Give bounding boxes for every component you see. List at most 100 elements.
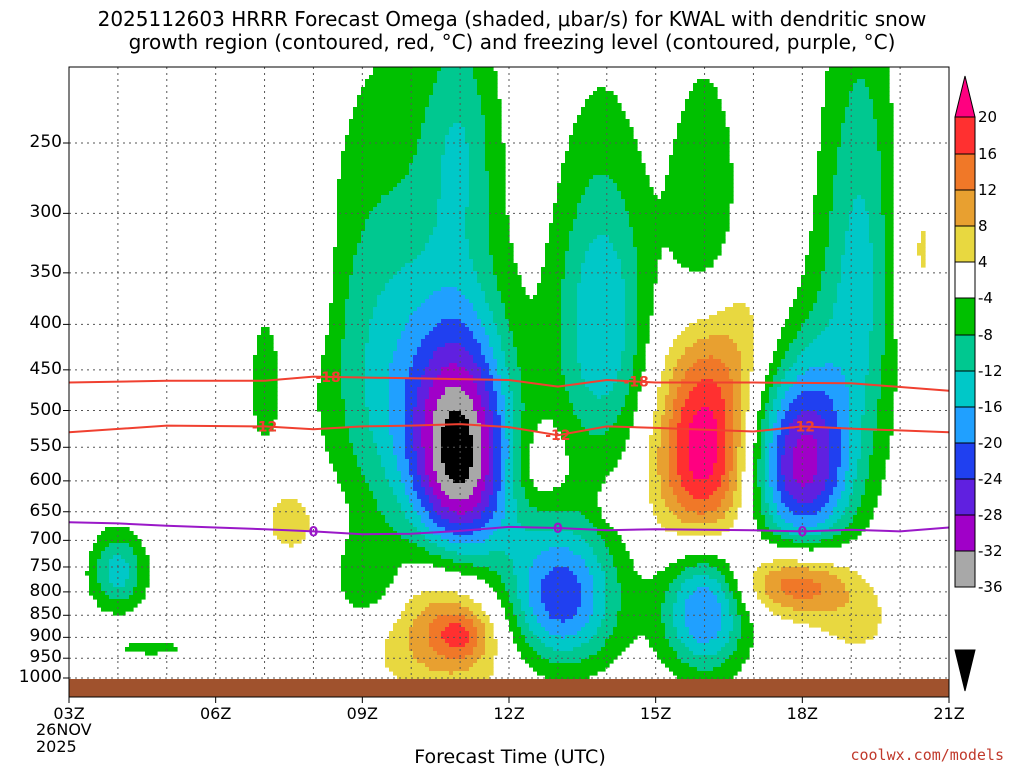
omega-cell [781, 331, 798, 336]
omega-cell [877, 147, 894, 152]
omega-cell [433, 451, 442, 456]
omega-cell [433, 227, 466, 232]
omega-cell [781, 615, 882, 620]
omega-cell [809, 367, 842, 372]
omega-cell [581, 279, 626, 284]
omega-cell [753, 571, 770, 576]
omega-cell [101, 551, 134, 556]
omega-cell [505, 311, 562, 316]
omega-cell [489, 443, 494, 448]
omega-cell [513, 335, 562, 340]
omega-cell [729, 335, 754, 340]
omega-cell [433, 355, 474, 360]
omega-cell [433, 619, 474, 624]
omega-cell [509, 439, 514, 444]
omega-cell [505, 551, 542, 556]
omega-cell [473, 451, 482, 456]
omega-cell [657, 655, 678, 660]
omega-cell [353, 267, 402, 272]
omega-cell [833, 191, 882, 196]
omega-cell [89, 587, 102, 592]
omega-cell [541, 279, 562, 284]
omega-cell [377, 447, 394, 452]
omega-cell [89, 579, 98, 584]
omega-cell [765, 587, 782, 592]
omega-cell [441, 631, 470, 636]
omega-cell [741, 411, 746, 416]
omega-cell [657, 387, 670, 392]
omega-cell [785, 451, 794, 456]
omega-cell [437, 203, 470, 208]
omega-cell [849, 411, 866, 416]
omega-cell [529, 571, 550, 576]
omega-cell [437, 71, 474, 76]
omega-cell [389, 415, 406, 420]
omega-cell [437, 211, 466, 216]
omega-cell [693, 343, 738, 348]
omega-cell [529, 567, 554, 572]
omega-cell [729, 507, 738, 512]
omega-cell [545, 675, 590, 680]
omega-cell [829, 467, 838, 472]
colorbar-label: -8 [978, 326, 993, 344]
omega-cell [689, 391, 722, 396]
omega-cell [869, 371, 882, 376]
omega-cell [393, 627, 410, 632]
omega-cell [253, 383, 278, 388]
omega-cell [721, 607, 730, 612]
omega-cell [881, 151, 894, 156]
dgz-minus18-label: -18 [315, 370, 340, 386]
omega-cell [401, 331, 430, 336]
omega-cell [125, 579, 138, 584]
omega-cell [725, 427, 734, 432]
omega-cell [417, 659, 478, 664]
omega-cell [885, 295, 894, 300]
y-tick-label: 600 [29, 469, 62, 490]
omega-cell [877, 399, 894, 404]
omega-cell [777, 395, 786, 400]
omega-cell [753, 443, 762, 448]
omega-cell [493, 259, 514, 264]
omega-cell [465, 323, 482, 328]
omega-cell [761, 435, 766, 440]
omega-cell [777, 439, 786, 444]
omega-cell [425, 407, 438, 412]
omega-cell [637, 335, 650, 340]
omega-cell [577, 415, 618, 420]
omega-cell [673, 579, 686, 584]
omega-cell [689, 467, 714, 472]
omega-cell [489, 247, 514, 252]
omega-cell [761, 487, 766, 492]
omega-cell [501, 383, 510, 388]
omega-cell [373, 435, 394, 440]
y-tick-label: 450 [29, 358, 62, 379]
omega-cell [425, 463, 434, 468]
omega-cell [761, 563, 834, 568]
omega-cell [917, 251, 926, 256]
omega-cell [793, 523, 818, 528]
omega-cell [849, 419, 862, 424]
omega-cell [97, 571, 110, 576]
omega-cell [829, 571, 858, 576]
omega-cell [577, 291, 626, 296]
omega-cell [445, 627, 466, 632]
omega-cell [813, 211, 830, 216]
omega-cell [277, 503, 302, 508]
omega-cell [581, 275, 622, 280]
omega-cell [337, 187, 394, 192]
omega-cell [833, 507, 846, 512]
omega-cell [673, 403, 686, 408]
omega-cell [365, 363, 390, 368]
omega-cell [505, 359, 518, 364]
omega-cell [425, 367, 442, 372]
omega-cell [741, 619, 750, 624]
omega-cell [681, 263, 714, 268]
omega-cell [821, 279, 842, 284]
omega-cell [357, 243, 426, 248]
omega-cell [473, 75, 498, 80]
omega-cell [501, 435, 506, 440]
omega-cell [561, 331, 578, 336]
temperature-contours: -18 -18-12-12-120 0 0 [68, 370, 950, 540]
omega-cell [501, 579, 518, 584]
